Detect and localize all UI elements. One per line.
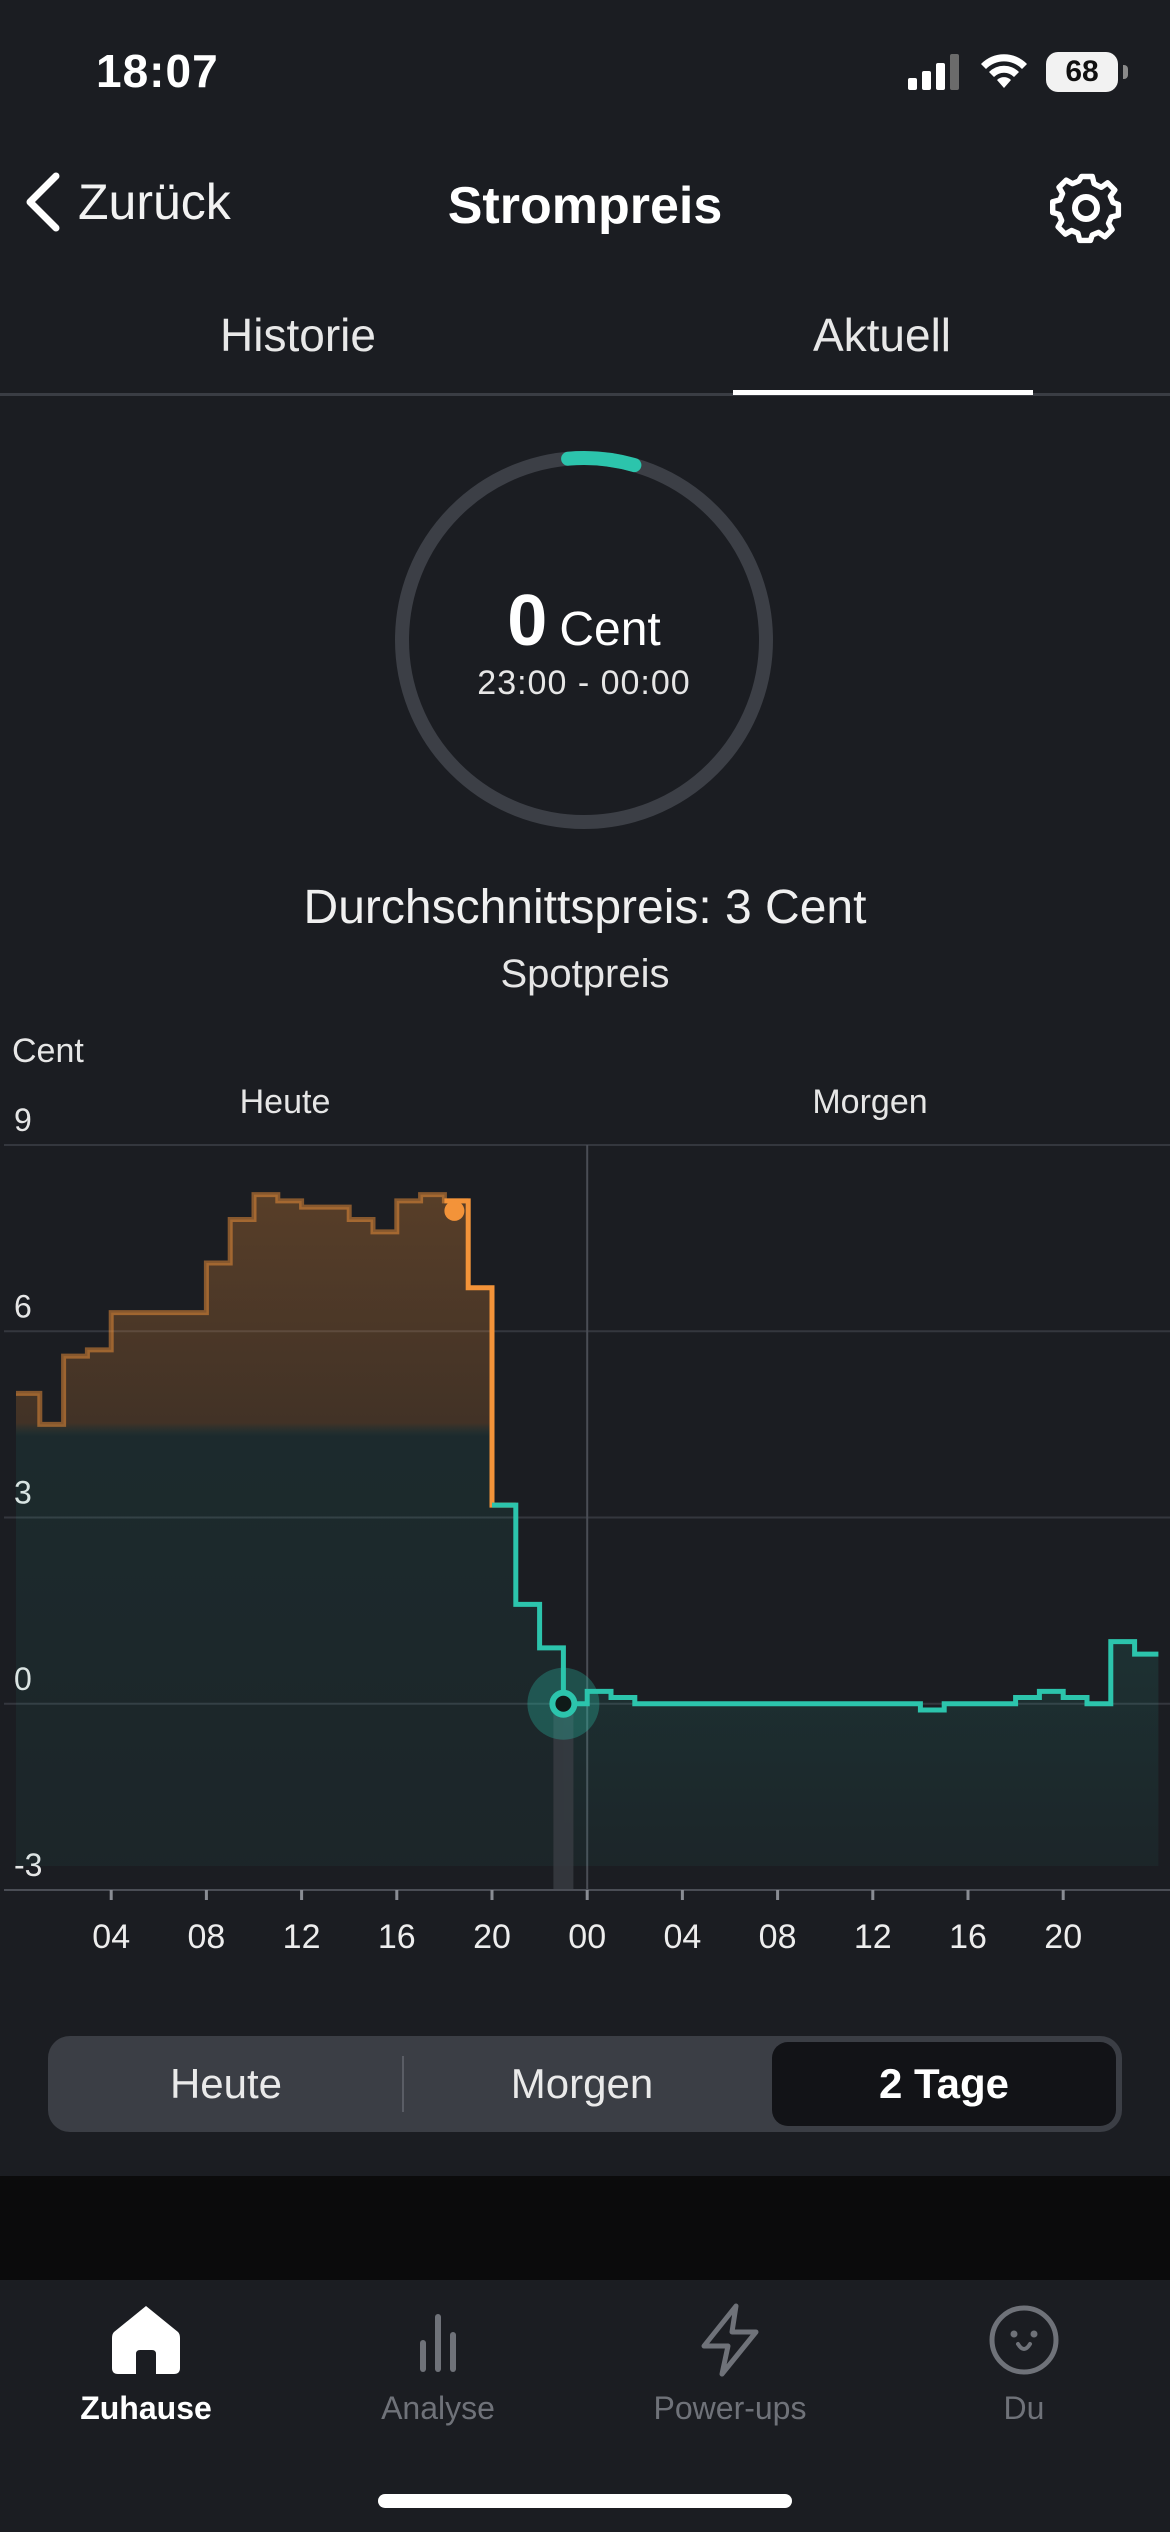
tab-active-indicator: [733, 390, 1033, 395]
range-segmented-control: Heute Morgen 2 Tage: [48, 2036, 1122, 2132]
series-line-future: [492, 1502, 1159, 1713]
current-point: [549, 1689, 578, 1718]
price-type: Spotpreis: [500, 952, 670, 996]
x-tick-label: 08: [187, 1918, 225, 1956]
wifi-icon: [981, 54, 1027, 88]
nav-analyse[interactable]: Analyse: [318, 2300, 558, 2427]
ring-progress-arc: [561, 451, 642, 473]
home-indicator: [378, 2494, 792, 2508]
current-price-value: 0: [507, 581, 548, 661]
chevron-left-icon: [26, 172, 60, 232]
nav-zuhause[interactable]: Zuhause: [26, 2300, 266, 2427]
nav-analyse-label: Analyse: [381, 2390, 495, 2426]
y-tick-label: 6: [14, 1288, 32, 1324]
back-label: Zurück: [78, 174, 231, 230]
content-divider-band: [0, 2176, 1170, 2280]
group-label-heute: Heute: [240, 1083, 331, 1121]
segment-2-tage[interactable]: 2 Tage: [772, 2042, 1116, 2126]
current-time-range: 23:00 - 00:00: [477, 664, 691, 702]
nav-power-ups-label: Power-ups: [653, 2390, 807, 2426]
x-tick-label: 04: [663, 1918, 701, 1956]
nav-zuhause-label: Zuhause: [80, 2390, 212, 2426]
current-price-ring: [395, 451, 773, 829]
status-icons: 68: [908, 52, 1128, 92]
nav-du-label: Du: [1003, 2390, 1045, 2426]
signal-icon: [908, 54, 959, 90]
y-axis-label: Cent: [12, 1032, 84, 1070]
home-icon: [112, 2306, 180, 2374]
segment-divider: [402, 2056, 404, 2112]
lightning-icon: [701, 2303, 759, 2377]
x-tick-label: 16: [378, 1918, 416, 1956]
x-tick-label: 12: [283, 1918, 321, 1956]
back-button[interactable]: Zurück: [24, 172, 231, 232]
tab-bar: Historie Aktuell: [0, 300, 1170, 396]
area-future: [563, 1641, 1159, 1866]
x-tick-label: 20: [1044, 1918, 1082, 1956]
nav-du[interactable]: Du: [904, 2300, 1144, 2427]
series-line-past-faded: [16, 1192, 469, 1427]
x-tick-label: 12: [854, 1918, 892, 1956]
x-tick-label: 08: [759, 1918, 797, 1956]
y-tick-label: 9: [14, 1102, 32, 1138]
page-title: Strompreis: [447, 177, 723, 235]
group-label-morgen: Morgen: [812, 1083, 927, 1121]
current-price-unit: Cent: [559, 603, 661, 656]
tab-aktuell[interactable]: Aktuell: [812, 309, 952, 361]
x-tick-label: 20: [473, 1918, 511, 1956]
status-time: 18:07: [96, 45, 219, 97]
area-past: [16, 1194, 564, 1866]
price-chart[interactable]: Cent9630-3HeuteMorgen0408121620000408121…: [0, 1020, 1170, 1980]
bar-chart-icon: [420, 2314, 456, 2372]
face-icon: [989, 2305, 1059, 2375]
gear-icon[interactable]: [1046, 168, 1126, 248]
battery-indicator: 68: [1046, 52, 1128, 92]
current-hour-highlight: [553, 1703, 574, 1890]
marker-reference: [444, 1200, 465, 1221]
x-tick-label: 16: [949, 1918, 987, 1956]
nav-power-ups[interactable]: Power-ups: [610, 2300, 850, 2427]
average-price: Durchschnittspreis: 3 Cent: [303, 881, 867, 934]
segment-heute[interactable]: Heute: [169, 2060, 283, 2107]
current-price: 0 Cent: [392, 580, 776, 662]
x-tick-label: 04: [92, 1918, 130, 1956]
tab-historie[interactable]: Historie: [220, 309, 376, 361]
bottom-navigation: Zuhause Analyse Power-ups Du: [0, 2280, 1170, 2532]
segment-morgen[interactable]: Morgen: [510, 2060, 654, 2107]
x-tick-label: 00: [568, 1918, 606, 1956]
